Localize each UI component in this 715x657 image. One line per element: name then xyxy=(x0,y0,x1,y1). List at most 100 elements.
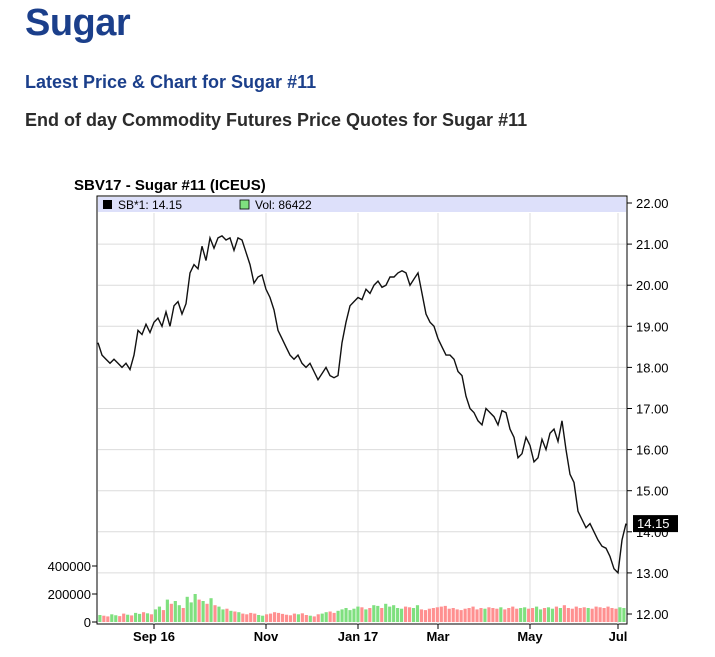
volume-bar xyxy=(344,608,348,622)
volume-bar xyxy=(388,606,392,622)
volume-bar xyxy=(233,611,237,622)
volume-bar xyxy=(538,609,543,622)
volume-bar xyxy=(356,606,360,622)
volume-bar xyxy=(185,596,189,622)
volume-bar xyxy=(141,612,146,622)
price-tick-label: 20.00 xyxy=(636,278,669,293)
x-tick-label: Sep 16 xyxy=(133,629,175,644)
volume-bars xyxy=(98,594,626,622)
grid xyxy=(98,213,626,624)
legend-price-label: SB*1: 14.15 xyxy=(118,198,182,212)
price-tick-label: 21.00 xyxy=(636,237,669,252)
legend-price-swatch xyxy=(103,200,112,209)
latest-price-link[interactable]: Latest Price & Chart for Sugar #11 xyxy=(25,72,317,92)
volume-bar xyxy=(157,606,162,622)
volume-bar xyxy=(554,606,559,622)
volume-bar xyxy=(249,612,253,622)
volume-bar xyxy=(602,608,606,622)
volume-bar xyxy=(546,607,551,622)
volume-bar xyxy=(288,615,293,622)
last-price-marker: 14.15 xyxy=(633,515,678,533)
volume-bar xyxy=(622,608,626,622)
volume-bar xyxy=(455,609,459,622)
volume-bar xyxy=(336,610,340,622)
volume-bar xyxy=(380,608,384,622)
volume-bar xyxy=(618,607,622,622)
volume-bar xyxy=(245,614,249,622)
volume-bar xyxy=(300,613,304,622)
volume-axis: 400000 200000 0 xyxy=(48,559,97,630)
volume-bar xyxy=(205,603,209,622)
volume-bar xyxy=(411,608,416,622)
volume-bar xyxy=(507,608,511,622)
volume-bar xyxy=(570,608,574,622)
volume-tick-label: 0 xyxy=(84,615,91,630)
volume-bar xyxy=(427,608,431,622)
volume-bar xyxy=(376,605,380,622)
volume-bar xyxy=(217,606,221,622)
price-tick-label: 12.00 xyxy=(636,607,669,622)
volume-bar xyxy=(284,614,289,622)
price-tick-label: 19.00 xyxy=(636,319,669,334)
volume-bar xyxy=(304,615,308,622)
volume-bar xyxy=(173,601,177,622)
volume-bar xyxy=(403,606,408,622)
volume-bar xyxy=(332,612,336,622)
volume-bar xyxy=(122,613,126,622)
volume-bar xyxy=(229,610,233,622)
volume-bar xyxy=(523,607,527,622)
volume-bar xyxy=(209,598,213,622)
volume-bar xyxy=(396,608,400,622)
volume-bar xyxy=(165,599,169,622)
volume-bar xyxy=(503,609,507,622)
plot-background xyxy=(96,195,628,625)
volume-bar xyxy=(495,608,499,622)
volume-bar xyxy=(276,612,281,622)
volume-bar xyxy=(459,610,463,622)
price-tick-label: 16.00 xyxy=(636,443,669,458)
volume-bar xyxy=(443,605,447,622)
volume-bar xyxy=(447,608,451,622)
volume-bar xyxy=(364,609,368,622)
volume-bar xyxy=(562,605,566,622)
volume-bar xyxy=(610,608,614,622)
volume-bar xyxy=(558,608,562,622)
volume-tick-label: 400000 xyxy=(48,559,91,574)
volume-bar xyxy=(475,609,479,622)
plot-area: SB*1: 14.15 Vol: 86422 xyxy=(96,195,628,625)
volume-bar xyxy=(419,609,424,622)
volume-bar xyxy=(463,608,467,622)
volume-bar xyxy=(348,610,352,622)
price-tick-label: 22.00 xyxy=(636,196,669,211)
volume-bar xyxy=(134,612,138,622)
volume-bar xyxy=(110,614,114,622)
volume-bar xyxy=(499,607,503,622)
volume-bar xyxy=(137,613,142,622)
volume-bar xyxy=(253,613,257,622)
volume-bar xyxy=(169,603,173,622)
volume-bar xyxy=(590,608,594,622)
x-tick-label: May xyxy=(517,629,543,644)
volume-bar xyxy=(106,616,110,622)
x-tick-label: Jul xyxy=(609,629,628,644)
volume-bar xyxy=(550,608,555,622)
legend: SB*1: 14.15 Vol: 86422 xyxy=(103,198,312,212)
volume-bar xyxy=(586,608,590,622)
volume-bar xyxy=(241,613,245,622)
volume-tick-label: 200000 xyxy=(48,587,91,602)
volume-bar xyxy=(153,609,158,622)
volume-bar xyxy=(578,608,582,622)
volume-bar xyxy=(515,608,519,622)
volume-bar xyxy=(308,615,312,622)
legend-bar xyxy=(98,197,626,212)
last-price-box xyxy=(633,515,678,533)
page-title: Sugar xyxy=(25,2,131,44)
volume-bar xyxy=(511,606,515,622)
volume-bar xyxy=(320,613,324,622)
volume-bar xyxy=(479,608,483,622)
volume-bar xyxy=(352,608,356,622)
volume-bar xyxy=(269,613,273,622)
price-line xyxy=(97,235,627,575)
price-axis: 22.00 21.00 20.00 19.00 18.00 17.00 16.00 15.00… xyxy=(627,196,669,622)
